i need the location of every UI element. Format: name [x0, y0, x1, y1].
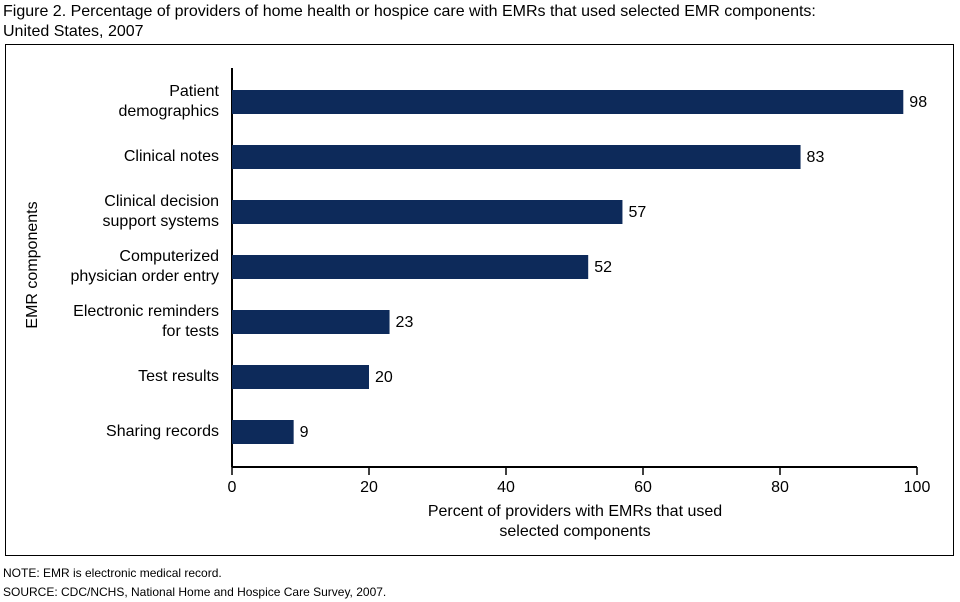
value-label: 83	[807, 149, 825, 166]
y-tick-label: Patient demographics	[119, 83, 220, 120]
chart-title: Figure 2. Percentage of providers of hom…	[3, 3, 816, 40]
y-tick-label: Test results	[138, 368, 219, 385]
y-tick-label-line: Electronic reminders	[73, 303, 219, 320]
note: NOTE: EMR is electronic medical record.	[3, 566, 222, 580]
y-tick-label: Clinical decision support systems	[103, 193, 219, 230]
x-tick-label: 0	[228, 479, 237, 496]
value-label: 98	[909, 94, 927, 111]
value-label: 20	[375, 369, 393, 386]
value-label: 9	[300, 424, 309, 441]
y-tick-label-line: support systems	[103, 213, 219, 230]
y-tick-label-line: Clinical decision	[104, 193, 219, 210]
y-tick-label-line: Sharing records	[106, 423, 219, 440]
y-tick-label-line: Test results	[138, 368, 219, 385]
y-tick-label-line: for tests	[162, 323, 219, 340]
y-tick-label-line: Clinical notes	[124, 148, 219, 165]
bar	[232, 310, 390, 334]
bar	[232, 255, 589, 279]
value-label: 57	[628, 204, 646, 221]
y-tick-label-line: physician order entry	[70, 268, 219, 285]
x-tick-label: 100	[904, 479, 931, 496]
bar	[232, 90, 904, 114]
value-label: 52	[594, 259, 612, 276]
x-tick-label: 20	[360, 479, 378, 496]
y-tick-label: Electronic reminders for tests	[73, 303, 219, 340]
x-axis-label-line: selected components	[499, 523, 650, 540]
value-label: 23	[396, 314, 414, 331]
chart-frame	[5, 44, 954, 556]
x-axis-label: Percent of providers with EMRs that used…	[428, 503, 722, 540]
y-tick-label: Computerized physician order entry	[70, 248, 219, 285]
y-tick-label: Clinical notes	[124, 148, 219, 165]
bar	[232, 145, 801, 169]
x-tick-label: 60	[634, 479, 652, 496]
y-tick-label-line: Computerized	[119, 248, 219, 265]
y-tick-label-line: demographics	[119, 103, 220, 120]
source: SOURCE: CDC/NCHS, National Home and Hosp…	[3, 585, 387, 599]
y-tick-label: Sharing records	[106, 423, 219, 440]
y-axis-label: EMR components	[24, 201, 41, 328]
x-tick-label: 40	[497, 479, 515, 496]
x-tick-label: 80	[771, 479, 789, 496]
bar	[232, 420, 294, 444]
y-tick-label-line: Patient	[169, 83, 219, 100]
bar	[232, 365, 369, 389]
x-axis-label-line: Percent of providers with EMRs that used	[428, 503, 722, 520]
bar	[232, 200, 623, 224]
